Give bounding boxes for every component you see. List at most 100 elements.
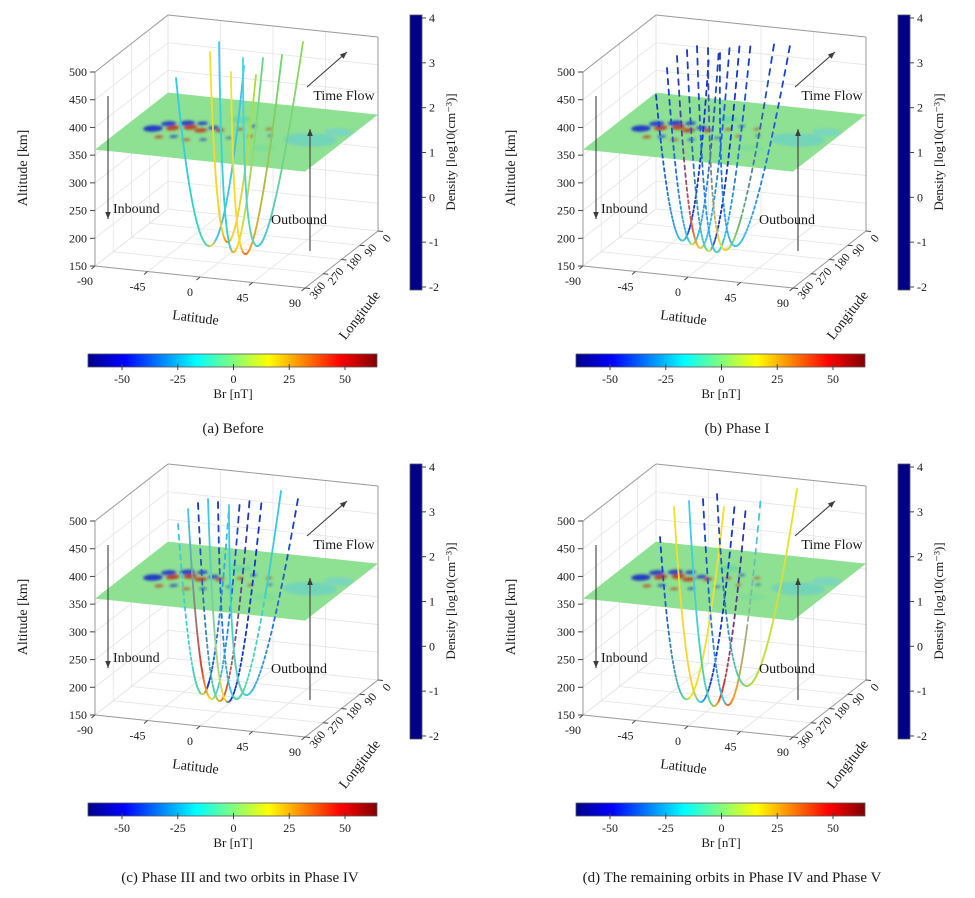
br-blob: [687, 587, 695, 590]
br-blob: [165, 574, 180, 580]
orbit-path: [688, 500, 747, 707]
latitude-tick-label: 45: [725, 291, 737, 305]
orbit-path: [659, 506, 725, 701]
orbit-segment: [300, 47, 303, 56]
density-colorbar: 4 3 2 1 0 -1 -2 Density [log10(cm⁻³)]: [897, 11, 946, 294]
orbit-path: [197, 500, 251, 702]
orbit-segment: [257, 526, 260, 534]
longitude-tick-label: 180: [831, 251, 853, 274]
orbit-segment: [744, 510, 747, 519]
altitude-axis-label: Altitude [km]: [16, 130, 31, 207]
panel-a: 500 450 400 350 300 250 200 150 -90 -45 0 45 90 360 27…: [0, 0, 487, 449]
outbound-label: Outbound: [271, 662, 327, 677]
orbit-segment: [738, 144, 741, 151]
orbit-path: [209, 51, 257, 244]
longitude-tick-label: 0: [379, 231, 394, 244]
orbit-segment: [278, 65, 282, 74]
orbit-segment: [731, 192, 734, 198]
orbit-segment: [278, 496, 282, 505]
orbit-segment: [733, 661, 736, 666]
longitude-tick-label: 270: [325, 265, 347, 288]
br-tick-label: 50: [339, 821, 351, 835]
orbit-segment: [259, 74, 263, 83]
orbit-segment: [265, 649, 268, 655]
orbit-segment: [741, 208, 745, 214]
br-colorbar-label: Br [nT]: [213, 386, 252, 401]
orbit-segment: [258, 514, 262, 523]
altitude-tick-label: 300: [69, 625, 87, 639]
br-blob: [735, 583, 742, 587]
altitude-tick-label: 200: [557, 231, 575, 245]
longitude-axis-label: Longitude: [825, 289, 872, 344]
arrowhead: [307, 129, 313, 136]
longitude-tick-label: 360: [794, 279, 816, 302]
orbit-segment: [759, 122, 762, 130]
orbit-segment: [752, 569, 755, 577]
panel-caption: (a) Before: [202, 421, 264, 437]
br-tick-label: -50: [114, 372, 130, 386]
orbit-path: [228, 498, 299, 696]
orbit-segment: [721, 517, 724, 525]
altitude-tick-label: 500: [69, 65, 87, 79]
orbit-segment: [735, 69, 739, 78]
orbit-segment: [242, 644, 245, 650]
arrowhead: [105, 212, 111, 219]
altitude-axis-label: Altitude [km]: [504, 130, 519, 207]
orbit-segment: [262, 660, 265, 665]
orbit-segment: [735, 595, 738, 603]
orbit-segment: [279, 490, 282, 499]
orbit-segment: [733, 613, 736, 620]
br-map-base: [583, 541, 866, 621]
altitude-tick-label: 250: [557, 204, 575, 218]
latitude-tick-label: 45: [725, 740, 737, 754]
br-colorbar-label: Br [nT]: [701, 386, 740, 401]
altitude-tick-label: 450: [69, 93, 87, 107]
outbound-label: Outbound: [759, 662, 815, 677]
orbit-segment: [294, 87, 297, 95]
orbit-segment: [746, 189, 749, 196]
longitude-tick-label: 90: [849, 241, 867, 259]
orbit-segment: [764, 91, 768, 99]
orbit-segment: [244, 684, 247, 688]
orbit-segment: [243, 546, 247, 554]
orbit-segment: [750, 167, 754, 174]
orbit-segment: [741, 114, 744, 122]
orbit-segment: [754, 199, 758, 205]
orbit-segment: [299, 53, 303, 61]
latitude-tick-label: 0: [187, 734, 193, 748]
orbit-path: [207, 498, 263, 703]
orbit-segment: [726, 571, 729, 579]
altitude-tick-label: 450: [69, 542, 87, 556]
br-blob: [183, 573, 198, 579]
orbit-segment: [284, 563, 287, 571]
br-map-base: [95, 541, 378, 621]
longitude-tick-label: 180: [343, 700, 365, 723]
br-blob: [682, 577, 696, 582]
orbit-segment: [740, 213, 743, 219]
orbit-segment: [760, 112, 764, 120]
longitude-tick-label: 270: [325, 714, 347, 737]
orbit-path: [187, 504, 241, 700]
orbit-segment: [301, 41, 304, 50]
br-colorbar-bar: [87, 353, 378, 368]
orbit-segment: [750, 589, 753, 596]
orbit-segment: [747, 58, 751, 67]
arrowhead: [339, 52, 347, 59]
orbit-path: [666, 52, 720, 246]
orbit-segment: [742, 234, 746, 238]
br-colorbar: -50 -25 0 25 50 Br [nT]: [87, 353, 378, 401]
orbit-segment: [247, 512, 250, 521]
arrowhead: [307, 578, 313, 585]
br-blob: [738, 573, 746, 577]
arrowhead: [593, 212, 599, 219]
br-tick-label: 0: [719, 821, 725, 835]
orbit-segment: [257, 97, 260, 105]
orbit-segment: [279, 60, 283, 68]
density-tick-label: 0: [429, 190, 435, 204]
time-flow-label: Time Flow: [313, 538, 375, 553]
br-blob: [215, 128, 225, 133]
orbit-segment: [772, 43, 775, 52]
orbit-segment: [258, 86, 262, 94]
